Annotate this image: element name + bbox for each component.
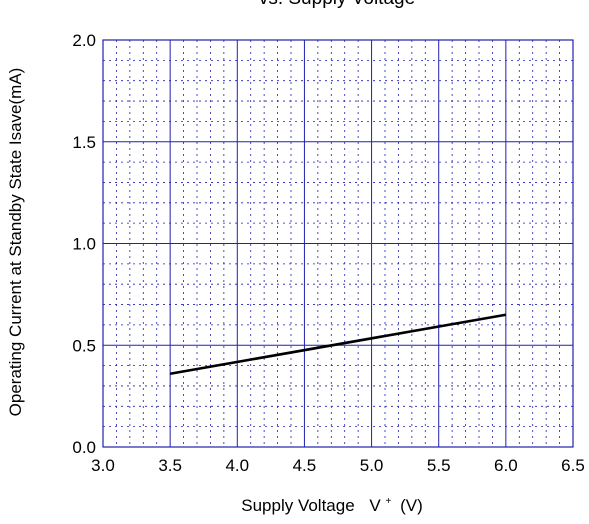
y-tick-labels: 0.0 0.5 1.0 1.5 2.0 <box>72 31 96 457</box>
y-tick-label: 2.0 <box>72 31 96 50</box>
x-tick-label: 4.0 <box>225 456 249 475</box>
x-axis-superscript: + <box>385 496 391 507</box>
y-tick-label: 1.0 <box>72 235 96 254</box>
y-tick-label: 0.0 <box>72 438 96 457</box>
y-tick-label: 0.5 <box>72 336 96 355</box>
x-tick-label: 3.5 <box>158 456 182 475</box>
x-tick-label: 3.0 <box>91 456 115 475</box>
x-axis-symbol: V <box>369 496 381 515</box>
y-axis-title: Operating Current at Standby State Isave… <box>6 68 25 417</box>
x-tick-label: 5.0 <box>360 456 384 475</box>
x-tick-label: 5.5 <box>427 456 451 475</box>
x-tick-label: 4.5 <box>293 456 317 475</box>
x-axis-unit: (V) <box>400 496 423 515</box>
chart-title: vs. Supply Voltage <box>259 0 415 9</box>
x-axis-title: Supply Voltage V + (V) <box>241 489 422 515</box>
x-tick-label: 6.5 <box>561 456 585 475</box>
x-tick-label: 6.0 <box>494 456 518 475</box>
x-axis-title-text: Supply Voltage <box>241 496 354 515</box>
series-group <box>170 315 506 374</box>
y-tick-label: 1.5 <box>72 133 96 152</box>
series-line <box>170 315 506 374</box>
x-tick-labels: 3.0 3.5 4.0 4.5 5.0 5.5 6.0 6.5 <box>91 456 585 475</box>
